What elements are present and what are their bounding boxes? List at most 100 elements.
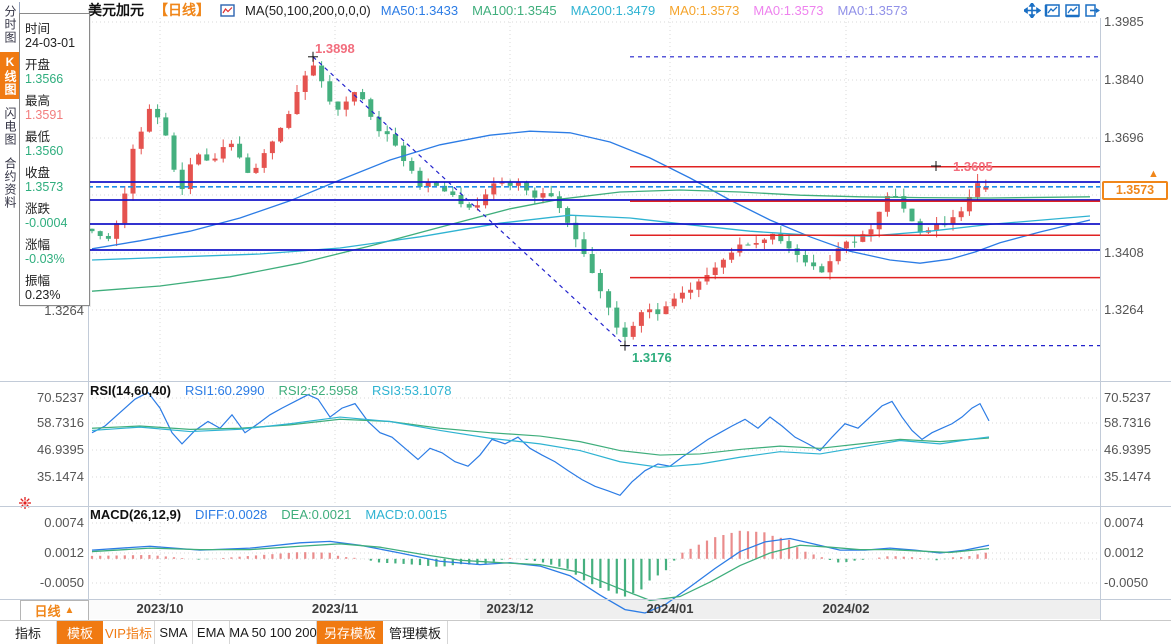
ma-legend: MA50:1.3433 MA100:1.3545 MA200:1.3479 MA0:1… [381,3,908,18]
info-label: 振幅 [25,274,51,288]
rsi-title: RSI(14,60,40) [90,383,171,398]
toolbar-button-6[interactable]: MA 50 100 200 [229,621,317,644]
left-axis-label: 1.3264 [44,303,84,318]
info-label: 时间 [25,22,51,36]
xaxis-divider [0,599,1171,600]
info-value: -0.0004 [25,216,68,230]
macd-axis-label: -0.0050 [39,575,84,590]
ma-value: MA100:1.3545 [472,2,557,18]
price-axis-label: 1.3408 [1104,245,1144,260]
toolbar-button-2[interactable]: 模板 [57,621,103,644]
toolbar-button-7[interactable]: 另存模板 [317,621,383,644]
price-axis-label: 1.3985 [1104,14,1144,29]
ma-formula: MA(50,100,200,0,0,0) [245,2,371,18]
price-up-arrow-icon: ▲ [1148,168,1159,180]
macd-value: DEA:0.0021 [281,507,352,522]
x-axis-date-label: 2023/10 [136,601,184,616]
symbol-name: 美元加元 [88,2,144,18]
quote-info-panel: 时间 24-03-01 开盘 1.3566 最高 1.3591 最低 1.3560 收盘 1.35… [19,13,90,306]
x-axis-date-label: 2024/02 [822,601,870,616]
macd-axis-label: 0.0074 [1104,515,1144,530]
chart-type-tabs: 分时图 K线图闪电图合约资料 [0,2,20,217]
price-axis-label: 1.3264 [1104,302,1144,317]
tab-flash-chart[interactable]: 闪电图 [0,104,20,149]
ma-value: MA0:1.3573 [837,2,908,18]
toolbar-button-8[interactable]: 管理模板 [383,621,448,644]
rsi-axis-label: 70.5237 [37,390,84,405]
ma-value: MA0:1.3573 [753,2,824,18]
tab-time-chart[interactable]: 分时图 [0,2,20,47]
info-label: 最低 [25,130,51,144]
macd-value: MACD:0.0015 [365,507,448,522]
info-value: 1.3591 [25,108,64,122]
toolbar-button-4[interactable]: SMA [155,621,193,644]
macd-title: MACD(26,12,9) [90,507,182,522]
info-value: -0.03% [25,252,65,266]
price-axis-label: 1.3840 [1104,72,1144,87]
macd-header: MACD(26,12,9) DIFF:0.0028 DEA:0.0021 MACD:… [90,507,447,522]
period-selector-arrow-icon: ▲ [64,605,75,616]
alarm-icon[interactable] [19,497,31,509]
info-value: 24-03-01 [25,36,76,50]
macd-axis-label: 0.0012 [1104,545,1144,560]
info-value: 1.3560 [25,144,64,158]
rsi-axis-label: 35.1474 [37,469,84,484]
rsi-axis-label: 70.5237 [1104,390,1151,405]
macd-axis-label: 0.0074 [44,515,84,530]
info-label: 最高 [25,94,51,108]
rsi-value: RSI1:60.2990 [184,383,265,398]
info-value: 1.3573 [25,180,64,194]
rsi-value: RSI2:52.5958 [278,383,358,398]
toolbar-button-1[interactable]: 指标 [0,621,57,644]
rsi-axis-label: 58.7316 [1104,415,1151,430]
ma-value: MA200:1.3479 [570,2,656,18]
info-label: 收盘 [25,166,51,180]
ma-value: MA0:1.3573 [669,2,740,18]
period-selector-label: 日线 [34,604,61,619]
recent-high-label: 1.3605 [953,159,993,174]
rsi-axis-label: 58.7316 [37,415,84,430]
swing-low-label: 1.3176 [632,350,672,365]
rsi-value: RSI3:53.1078 [371,383,452,398]
info-label: 开盘 [25,58,51,72]
step-forward-icon[interactable] [1084,3,1101,18]
toolbar-button-3[interactable]: VIP指标 [103,621,155,644]
rsi-panel-divider[interactable] [0,381,1171,382]
current-price-box: 1.3573 [1102,181,1168,200]
macd-panel-divider[interactable] [0,506,1171,507]
ma-indicator-icon [220,3,235,17]
chart-toolbar [1024,3,1101,18]
rsi-axis-label: 46.9395 [1104,442,1151,457]
macd-axis-label: -0.0050 [1104,575,1149,590]
ma-value: MA50:1.3433 [380,2,459,18]
rsi-header: RSI(14,60,40) RSI1:60.2990 RSI2:52.5958 RS… [90,383,451,398]
zoom-x-axis-icon[interactable] [1064,3,1081,18]
rsi-axis-label: 46.9395 [37,442,84,457]
macd-value: DIFF:0.0028 [195,507,268,522]
toolbar-button-5[interactable]: EMA [193,621,230,644]
bottom-toolbar: 指标 模板 VIP指标 SMA EMA MA 50 100 200 另存模板 管理模板 [0,620,1171,644]
tab-kline-chart[interactable]: K线图 [0,52,20,99]
info-label: 涨跌 [25,202,51,216]
x-axis-date-label: 2023/11 [311,601,359,616]
period-selector[interactable]: 日线 ▲ [20,600,89,621]
info-label: 涨幅 [25,238,51,252]
zoom-y-axis-icon[interactable] [1044,3,1061,18]
x-axis-date-label: 2024/01 [646,601,694,616]
macd-legend: DIFF:0.0028 DEA:0.0021 MACD:0.0015 [195,507,447,522]
right-axis-border [1100,18,1101,620]
swing-high-label: 1.3898 [315,41,355,56]
title-bar: 美元加元 【日线】 MA(50,100,200,0,0,0) MA50:1.34… [88,2,908,18]
price-axis-label: 1.3696 [1104,130,1144,145]
info-value: 0.23% [25,288,61,302]
period-badge: 【日线】 [154,2,210,18]
x-axis-date-label: 2023/12 [486,601,534,616]
left-axis-border [88,18,89,620]
info-value: 1.3566 [25,72,64,86]
macd-axis-label: 0.0012 [44,545,84,560]
rsi-legend: RSI1:60.2990 RSI2:52.5958 RSI3:53.1078 [185,383,452,398]
tab-contract-info[interactable]: 合约资料 [0,154,20,212]
pan-icon[interactable] [1024,3,1041,18]
